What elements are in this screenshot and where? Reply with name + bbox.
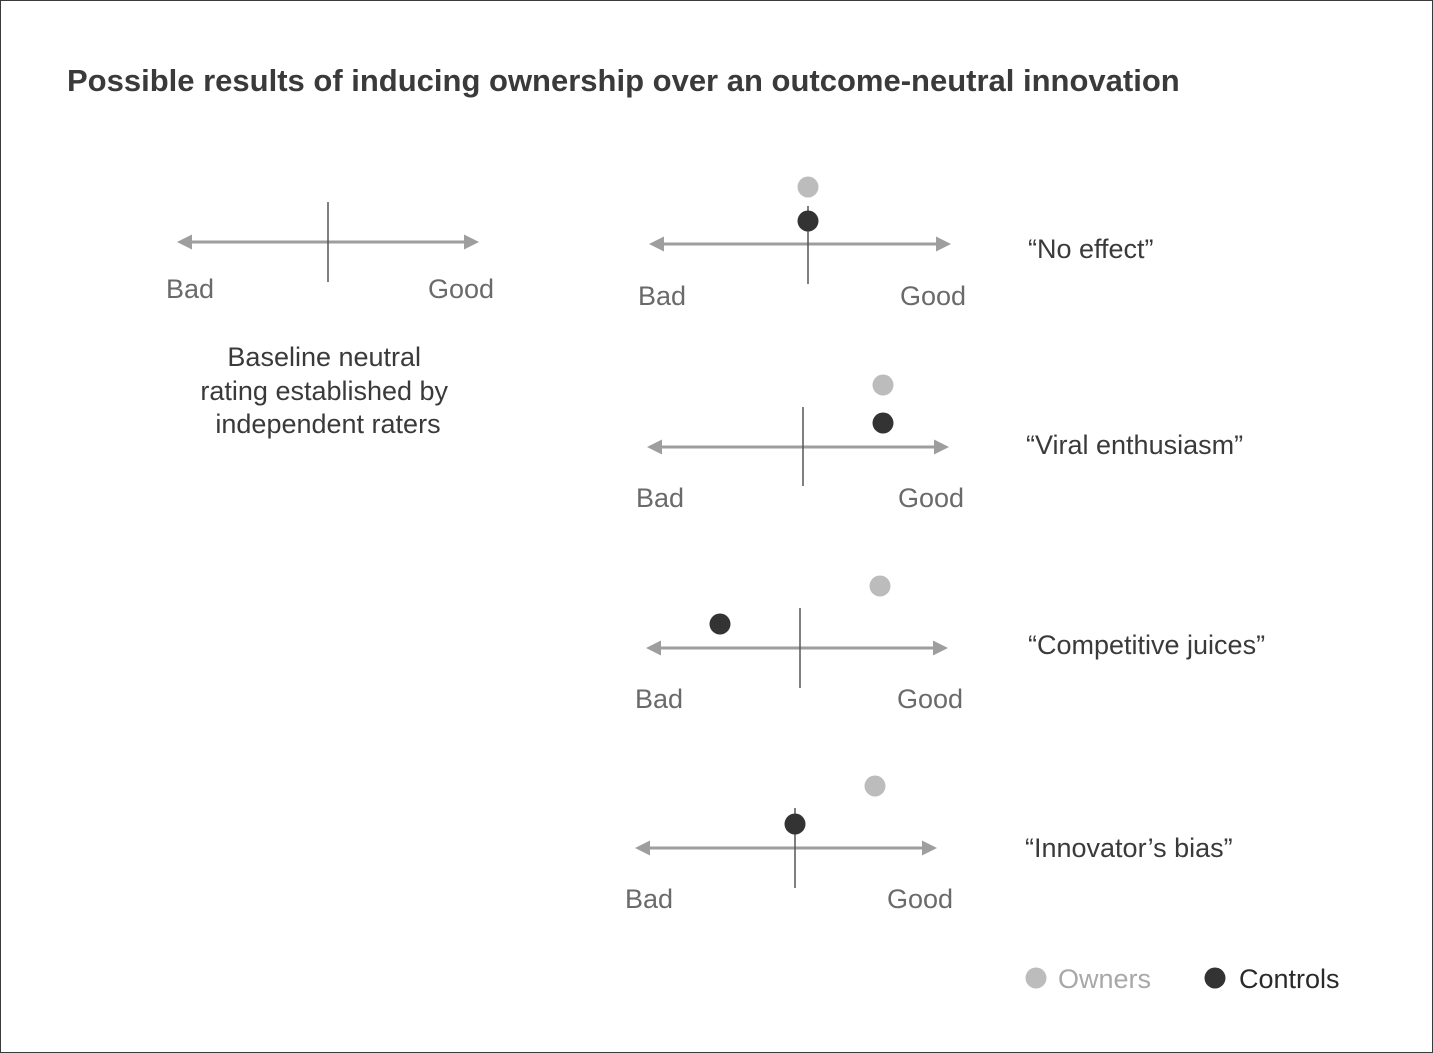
legend-controls-swatch bbox=[1204, 967, 1226, 989]
baseline-caption: Baseline neutral rating established by i… bbox=[200, 342, 455, 439]
scenario-good-label: Good bbox=[887, 884, 953, 914]
scenario-bad-label: Bad bbox=[625, 884, 673, 914]
baseline-caption-line: independent raters bbox=[215, 409, 440, 439]
legend-owners-swatch bbox=[1025, 967, 1047, 989]
scenario-bad-label: Bad bbox=[635, 684, 683, 714]
legend-controls-label: Controls bbox=[1239, 964, 1340, 994]
scenario-bad-label: Bad bbox=[638, 281, 686, 311]
controls-dot bbox=[872, 412, 894, 434]
diagram-title: Possible results of inducing ownership o… bbox=[67, 63, 1180, 98]
scenario-competitive-juices: Bad Good “Competitive juices” bbox=[635, 575, 1265, 714]
baseline-good-label: Good bbox=[428, 274, 494, 304]
scenario-good-label: Good bbox=[897, 684, 963, 714]
owners-dot bbox=[864, 775, 886, 797]
controls-dot bbox=[784, 813, 806, 835]
controls-dot bbox=[797, 210, 819, 232]
scenario-label: “Competitive juices” bbox=[1028, 630, 1265, 660]
owners-dot bbox=[872, 374, 894, 396]
scenario-innovators-bias: Bad Good “Innovator’s bias” bbox=[625, 775, 1233, 914]
scenario-good-label: Good bbox=[900, 281, 966, 311]
baseline-axis: Bad Good bbox=[166, 202, 494, 304]
baseline-caption-line: Baseline neutral bbox=[227, 342, 421, 372]
scenario-label: “No effect” bbox=[1028, 234, 1154, 264]
legend-owners-label: Owners bbox=[1058, 964, 1151, 994]
scenario-good-label: Good bbox=[898, 483, 964, 513]
scenario-label: “Viral enthusiasm” bbox=[1026, 430, 1243, 460]
baseline-caption-line: rating established by bbox=[200, 376, 448, 406]
scenario-bad-label: Bad bbox=[636, 483, 684, 513]
owners-dot bbox=[869, 575, 891, 597]
scenario-label: “Innovator’s bias” bbox=[1025, 833, 1233, 863]
baseline-bad-label: Bad bbox=[166, 274, 214, 304]
scenario-viral-enthusiasm: Bad Good “Viral enthusiasm” bbox=[636, 374, 1243, 513]
owners-dot bbox=[797, 176, 819, 198]
legend: Owners Controls bbox=[1025, 964, 1340, 994]
scenario-no-effect: Bad Good “No effect” bbox=[638, 176, 1154, 311]
controls-dot bbox=[709, 613, 731, 635]
